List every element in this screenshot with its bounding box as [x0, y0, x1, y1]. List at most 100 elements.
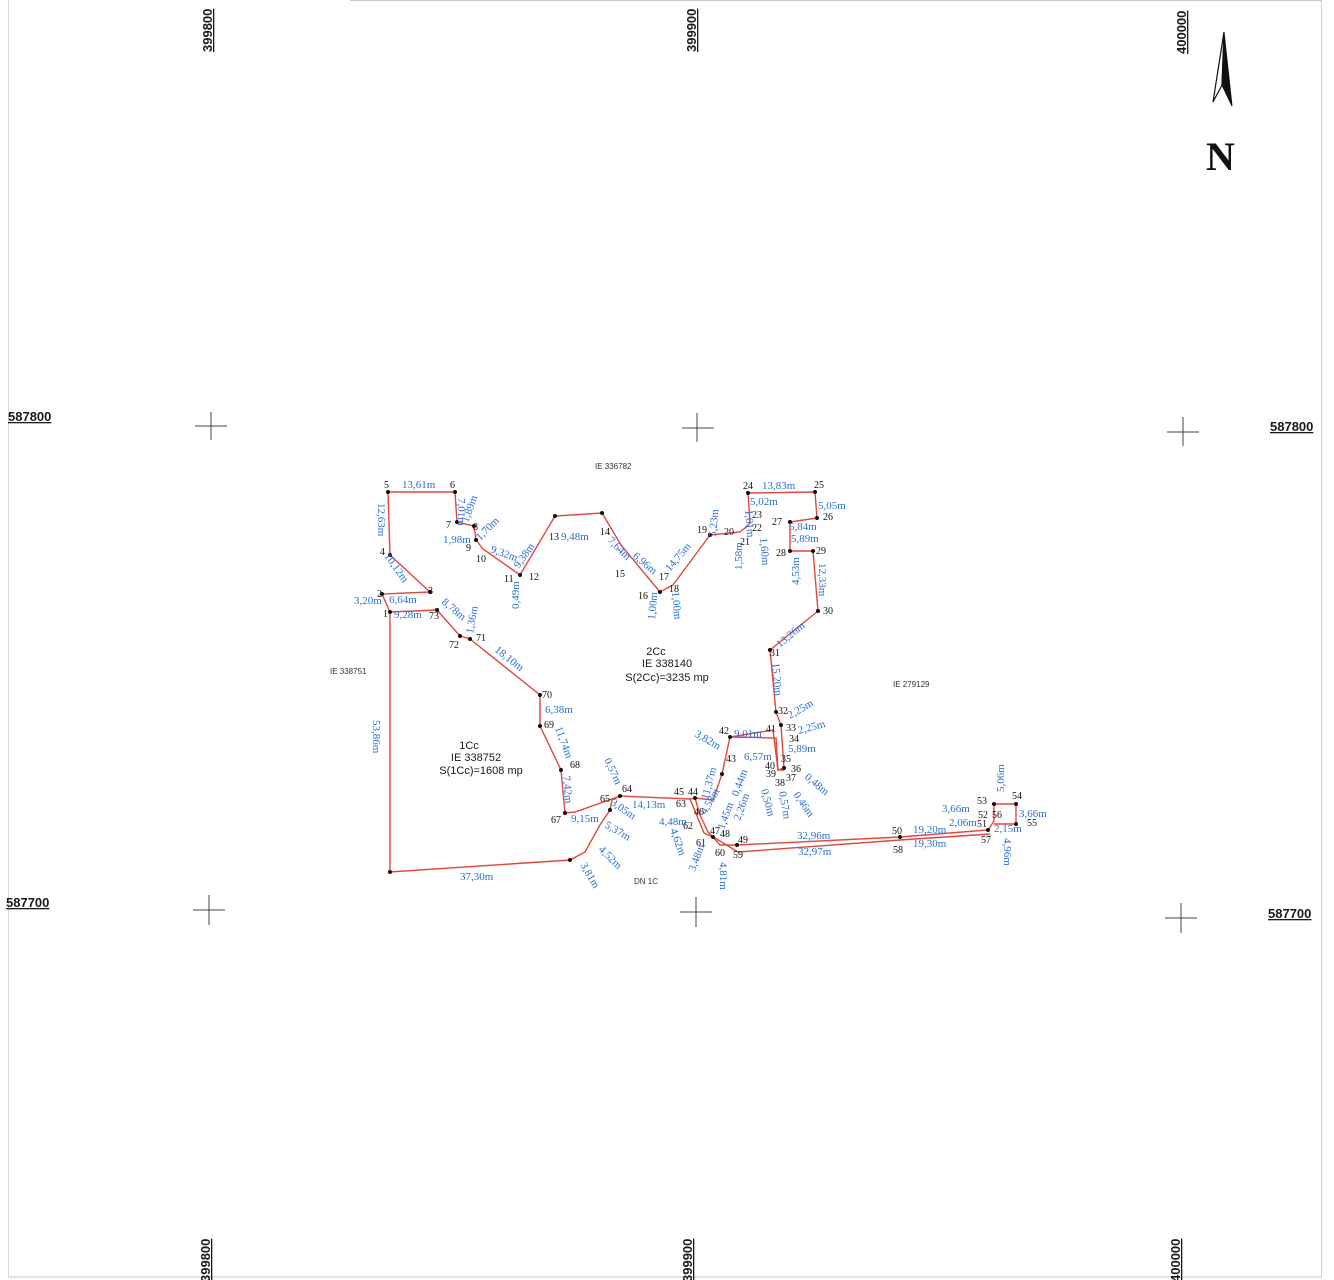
- distance-label: 4,96m: [1001, 838, 1013, 866]
- survey-point: [538, 724, 542, 728]
- point-label: 19: [697, 525, 707, 536]
- point-label: 70: [542, 690, 552, 701]
- point-label: 51: [977, 819, 987, 830]
- point-label: 69: [544, 720, 554, 731]
- point-label: 50: [892, 826, 902, 837]
- survey-point: [608, 808, 612, 812]
- distance-label: 4,81m: [717, 862, 729, 890]
- grid-label-n587700-right: 587700: [1268, 906, 1311, 921]
- distance-label: 1,58m: [733, 542, 745, 570]
- grid-cross: [193, 895, 225, 925]
- distance-label: 5,06m: [995, 764, 1007, 792]
- east-strip-boundary-south: [689, 798, 991, 853]
- grid-label-n587800-left: 587800: [8, 409, 51, 424]
- distance-label: 4,53m: [790, 557, 802, 585]
- survey-point: [788, 549, 792, 553]
- distance-label: 6,57m: [744, 751, 772, 763]
- point-label: 22: [752, 523, 762, 534]
- distance-label: 5,23m: [707, 508, 721, 537]
- point-label: 39: [766, 769, 776, 780]
- point-label: 8: [473, 522, 478, 533]
- point-label: 61: [696, 838, 706, 849]
- distance-label: 12,33m: [816, 563, 828, 597]
- point-label: 33: [786, 723, 796, 734]
- distance-label: 3,81m: [577, 861, 602, 891]
- distance-label: 2,06m: [949, 817, 977, 829]
- grid-cross: [1165, 903, 1197, 933]
- survey-point: [816, 609, 820, 613]
- survey-point: [711, 835, 715, 839]
- survey-point: [735, 843, 739, 847]
- distance-label: 1,98m: [443, 534, 471, 546]
- distance-label: 32,97m: [798, 846, 832, 858]
- survey-point: [388, 553, 392, 557]
- survey-point: [1014, 802, 1018, 806]
- grid-cross: [195, 412, 227, 440]
- parcel-1cc-code: 1Cc: [459, 740, 479, 752]
- survey-point: [815, 516, 819, 520]
- distance-label: 5,02m: [750, 496, 778, 508]
- distance-label: 7,01m: [455, 498, 467, 526]
- survey-point: [782, 766, 786, 770]
- distance-label: 0,46m: [791, 790, 817, 820]
- neighbor-labels: IE 336782 IE 338751 IE 279129 DN 1C: [330, 462, 930, 886]
- survey-point: [468, 637, 472, 641]
- north-letter: N: [1206, 134, 1235, 179]
- point-label: 15: [615, 569, 625, 580]
- survey-point: [568, 858, 572, 862]
- distance-label: 5,89m: [788, 743, 816, 755]
- point-label: 27: [772, 517, 782, 528]
- distance-label: 1,00m: [669, 591, 683, 620]
- point-label: 12: [529, 572, 539, 583]
- survey-point: [779, 723, 783, 727]
- distance-label: 13,61m: [402, 479, 436, 491]
- survey-points: [380, 490, 1018, 874]
- point-label: 9: [466, 543, 471, 554]
- survey-point: [474, 538, 478, 542]
- distance-label: 0,57m: [601, 756, 624, 787]
- point-label: 28: [776, 548, 786, 559]
- distance-label: 12,63m: [375, 503, 387, 537]
- point-label: 43: [726, 754, 736, 765]
- survey-point: [563, 811, 567, 815]
- survey-point: [388, 870, 392, 874]
- distance-label: 5,89m: [791, 533, 819, 545]
- grid-cross: [1167, 417, 1199, 446]
- survey-point: [728, 735, 732, 739]
- point-label: 21: [740, 537, 750, 548]
- distance-label: 14,13m: [632, 799, 666, 811]
- survey-point: [746, 491, 750, 495]
- survey-point: [386, 490, 390, 494]
- point-label: 48: [720, 829, 730, 840]
- point-label: 17: [659, 572, 669, 583]
- survey-point: [538, 693, 542, 697]
- point-label: 24: [743, 481, 753, 492]
- grid-label-e400000-bottom: 400000: [1168, 1239, 1183, 1280]
- survey-point: [813, 490, 817, 494]
- distance-label: 32,96m: [797, 830, 831, 842]
- survey-point: [708, 533, 712, 537]
- grid-label-e400000-top: 400000: [1174, 11, 1189, 54]
- point-label: 65: [600, 794, 610, 805]
- survey-point: [618, 794, 622, 798]
- grid-cross: [682, 413, 714, 442]
- point-label: 10: [476, 554, 486, 565]
- point-label: 56: [992, 810, 1002, 821]
- point-label: 30: [823, 606, 833, 617]
- point-label: 72: [449, 640, 459, 651]
- grid-cross: [680, 897, 712, 927]
- point-labels: 1 2 3 4 5 6 7 8 9 10 11 12 13 14 15 16 1…: [377, 480, 1037, 861]
- distance-label: 19,30m: [913, 838, 947, 850]
- distance-label: 3,66m: [942, 803, 970, 815]
- point-label: 4: [380, 547, 385, 558]
- distance-label: 0,50m: [758, 788, 777, 818]
- distance-label: 3,20m: [354, 595, 382, 607]
- survey-point: [720, 772, 724, 776]
- parcel-2cc-code: 2Cc: [646, 646, 666, 658]
- point-label: 14: [600, 527, 610, 538]
- grid-label-e399800-bottom: 399800: [198, 1239, 213, 1280]
- point-label: 62: [683, 821, 693, 832]
- distance-label: 5,84m: [789, 521, 817, 533]
- distance-label: 2,15m: [994, 823, 1022, 835]
